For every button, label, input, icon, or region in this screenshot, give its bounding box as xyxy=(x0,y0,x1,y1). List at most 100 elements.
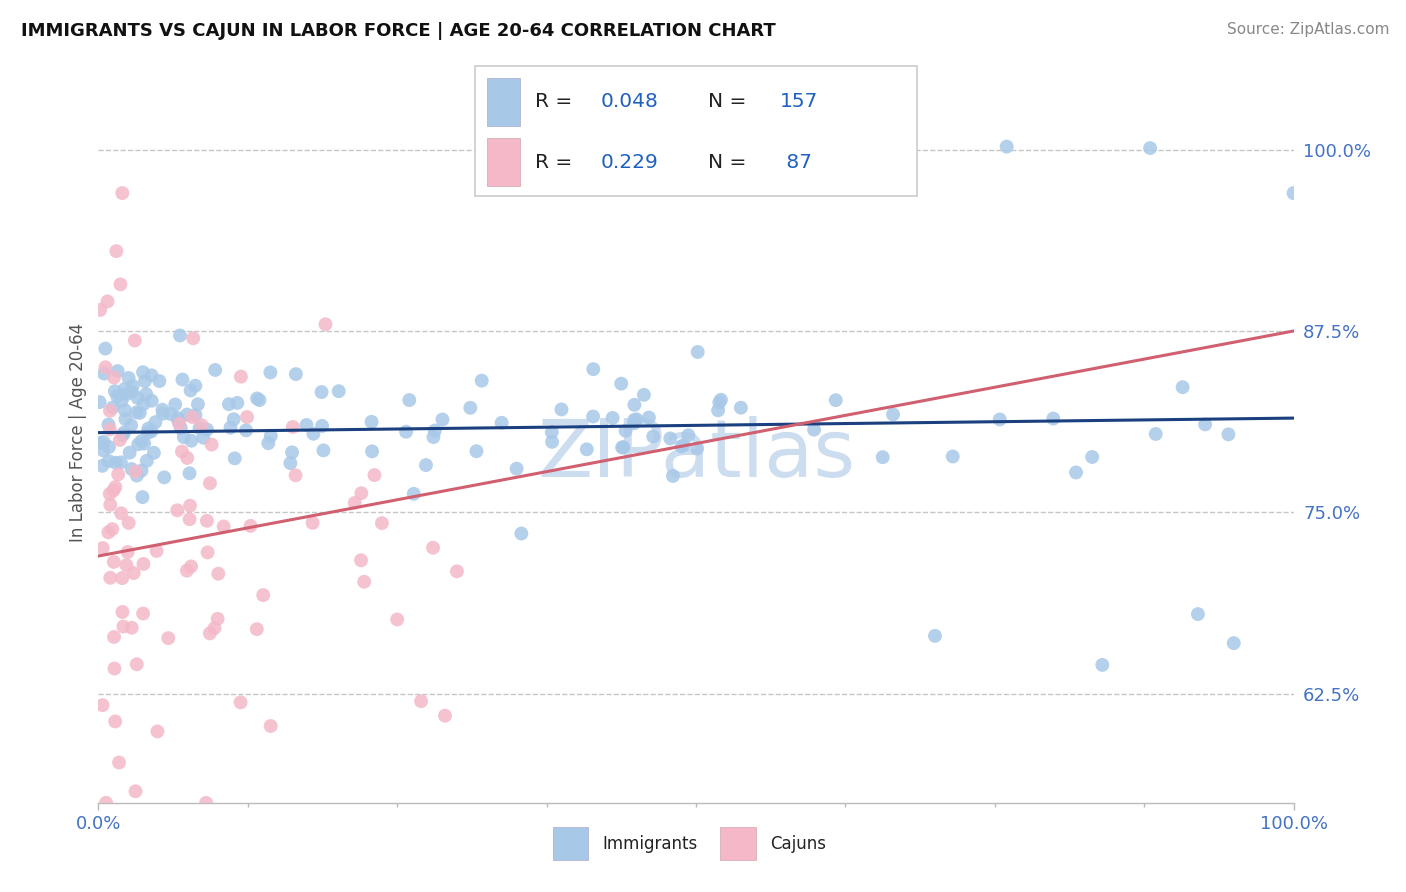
Point xyxy=(422,541,444,555)
Point xyxy=(121,462,143,476)
Point xyxy=(98,422,121,436)
Point xyxy=(180,559,202,574)
Point xyxy=(145,544,167,558)
Point xyxy=(284,468,307,483)
Text: 0.048: 0.048 xyxy=(600,92,658,112)
Point xyxy=(112,619,135,633)
Point xyxy=(190,418,212,433)
Point xyxy=(89,435,111,450)
Point xyxy=(115,558,138,573)
Point xyxy=(98,440,121,454)
Point xyxy=(411,694,433,708)
Point xyxy=(1144,427,1167,442)
Point xyxy=(181,331,204,345)
Point xyxy=(224,451,246,466)
Point xyxy=(312,443,335,458)
Point xyxy=(125,468,148,483)
FancyBboxPatch shape xyxy=(486,138,520,186)
Point xyxy=(98,487,121,501)
Point xyxy=(505,461,527,475)
Point xyxy=(91,443,114,458)
Point xyxy=(94,796,117,810)
Point xyxy=(176,564,198,578)
Point xyxy=(239,519,262,533)
Point xyxy=(281,445,304,459)
Point xyxy=(114,382,136,396)
Point xyxy=(361,444,384,458)
Point xyxy=(172,373,194,387)
Point xyxy=(541,434,564,449)
Point xyxy=(195,796,218,810)
Point xyxy=(872,450,894,465)
Point xyxy=(1042,411,1064,425)
Point xyxy=(125,657,148,672)
Point xyxy=(198,476,221,491)
Point xyxy=(446,565,468,579)
Point xyxy=(614,424,637,438)
FancyBboxPatch shape xyxy=(475,66,917,195)
Point xyxy=(104,384,127,399)
Point xyxy=(98,404,121,418)
Point xyxy=(328,384,350,399)
Point xyxy=(104,480,127,494)
Point xyxy=(152,407,174,421)
Point xyxy=(134,436,156,450)
Point xyxy=(118,445,141,459)
Point xyxy=(257,436,280,450)
Point xyxy=(152,402,174,417)
Point xyxy=(91,541,114,555)
Point xyxy=(110,393,132,408)
Point xyxy=(204,621,226,635)
Point xyxy=(582,409,605,424)
Point xyxy=(302,426,325,441)
Point xyxy=(135,454,157,468)
Point xyxy=(184,408,207,422)
Point xyxy=(672,438,695,452)
Point xyxy=(1194,417,1216,432)
Point xyxy=(125,465,148,479)
Point xyxy=(371,516,394,530)
Point xyxy=(252,588,274,602)
Point xyxy=(491,416,513,430)
Point xyxy=(236,410,259,425)
Point xyxy=(249,393,271,408)
Point xyxy=(180,384,202,398)
Point xyxy=(101,522,124,536)
Point xyxy=(638,410,661,425)
Point xyxy=(180,434,202,448)
Point xyxy=(415,458,437,472)
Point xyxy=(127,437,149,451)
Point xyxy=(610,376,633,391)
Point xyxy=(226,396,249,410)
Point xyxy=(89,395,111,409)
Point xyxy=(229,695,252,709)
Point xyxy=(184,378,207,392)
Point xyxy=(204,363,226,377)
Point xyxy=(988,412,1011,426)
Point xyxy=(142,446,165,460)
Point xyxy=(121,379,143,393)
Point xyxy=(395,425,418,439)
Point xyxy=(114,403,136,417)
Point xyxy=(132,557,155,571)
Point xyxy=(193,431,215,445)
Point xyxy=(942,450,965,464)
Point xyxy=(97,525,120,540)
Point xyxy=(132,607,155,621)
Point xyxy=(132,397,155,411)
Point xyxy=(104,714,127,729)
Point xyxy=(153,470,176,484)
Point xyxy=(353,574,375,589)
Point xyxy=(995,139,1018,153)
Point xyxy=(222,412,245,426)
Point xyxy=(148,374,170,388)
Point xyxy=(179,512,201,526)
Point xyxy=(103,661,125,675)
Point xyxy=(97,417,120,432)
Text: 157: 157 xyxy=(780,92,818,112)
Point xyxy=(824,393,846,408)
Point xyxy=(111,605,134,619)
Point xyxy=(111,186,134,200)
Point xyxy=(181,410,204,425)
Point xyxy=(98,571,121,585)
